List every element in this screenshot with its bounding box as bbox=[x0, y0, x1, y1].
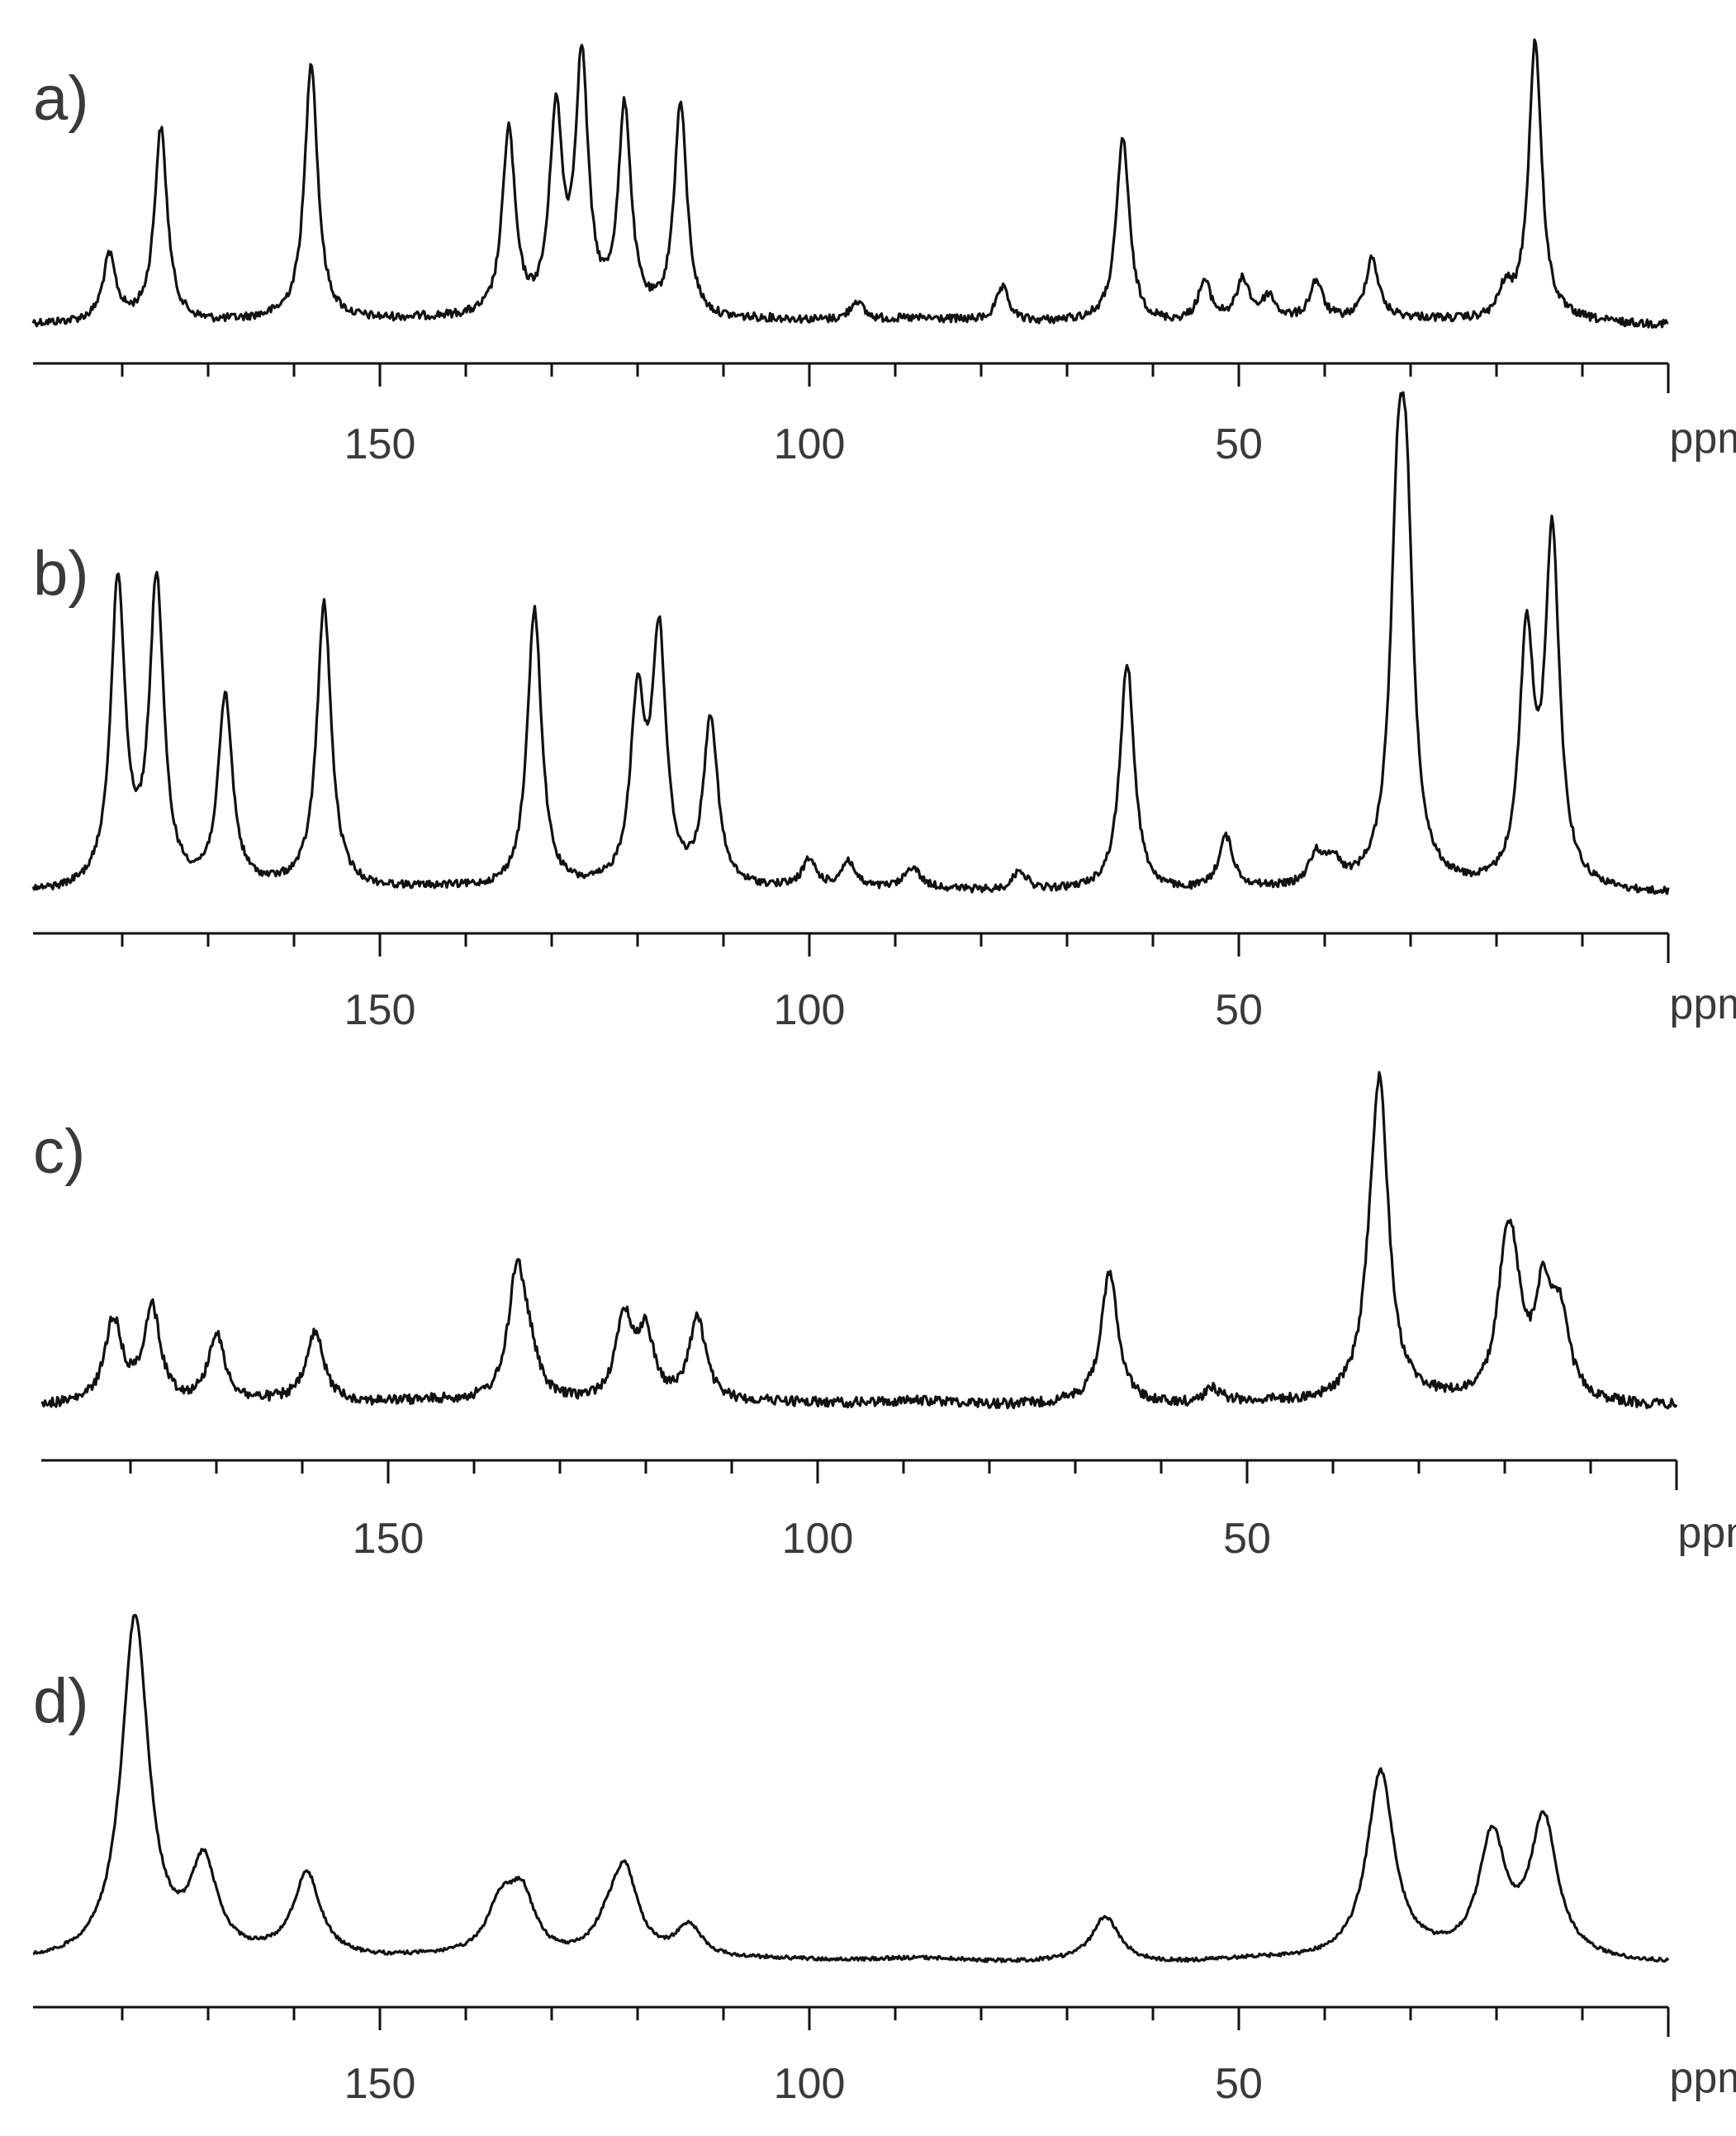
spectrum-trace bbox=[40, 1070, 1678, 1410]
tick-label: 100 bbox=[782, 1515, 854, 1563]
spectrum-trace bbox=[31, 391, 1670, 895]
x-axis-unit-label: ppm bbox=[1669, 2054, 1736, 2102]
panel-label: c) bbox=[33, 1117, 85, 1187]
tick-label: 150 bbox=[344, 420, 416, 468]
spectrum-trace bbox=[32, 1613, 1670, 1963]
x-axis-unit-label: ppm bbox=[1669, 415, 1736, 463]
tick-label: 50 bbox=[1215, 420, 1263, 468]
spectrum-panel-a: a) 150 100 50 ppm bbox=[31, 38, 1736, 468]
tick-label: 150 bbox=[353, 1515, 425, 1563]
panel-label: a) bbox=[33, 64, 89, 134]
panel-label: b) bbox=[33, 539, 89, 609]
x-axis-unit-label: ppm bbox=[1669, 980, 1736, 1028]
spectrum-panel-d: d) 150 100 50 ppm bbox=[32, 1613, 1736, 2108]
spectrum-panel-b: b) 150 100 50 ppm bbox=[31, 391, 1736, 1034]
spectrum-trace bbox=[31, 38, 1669, 329]
x-axis-unit-label: ppm bbox=[1677, 1509, 1736, 1557]
tick-label: 150 bbox=[344, 986, 416, 1034]
spectrum-panel-c: c) 150 100 50 ppm bbox=[33, 1070, 1736, 1563]
tick-label: 100 bbox=[774, 2060, 846, 2108]
tick-label: 50 bbox=[1215, 986, 1263, 1034]
tick-label: 150 bbox=[344, 2060, 416, 2108]
tick-label: 100 bbox=[774, 986, 846, 1034]
tick-label: 100 bbox=[774, 420, 846, 468]
panel-label: d) bbox=[33, 1666, 89, 1736]
tick-label: 50 bbox=[1223, 1515, 1271, 1563]
tick-label: 50 bbox=[1215, 2060, 1263, 2108]
